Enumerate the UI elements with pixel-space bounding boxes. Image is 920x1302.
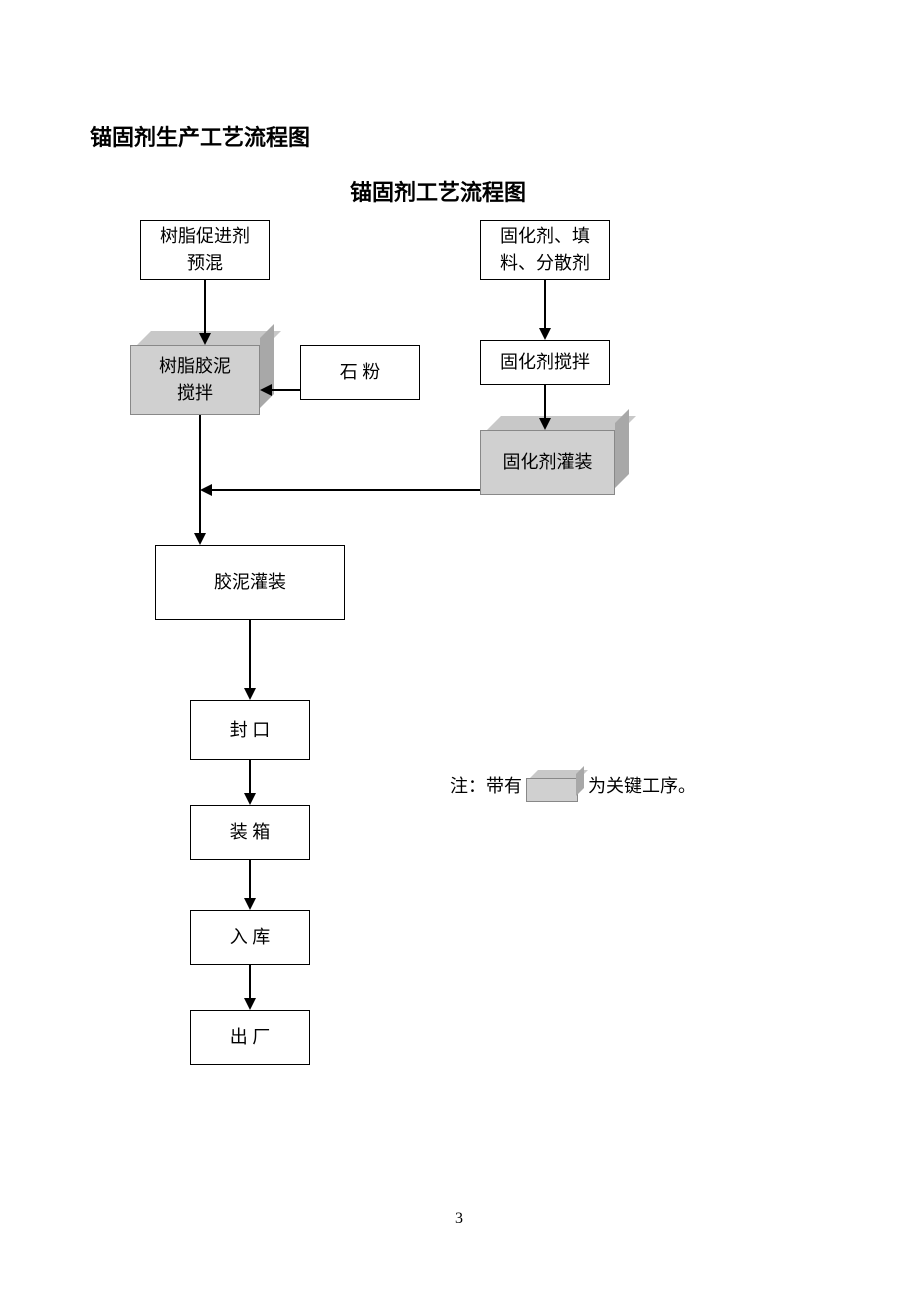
arrow-line: [249, 860, 251, 900]
arrow-head-down-icon: [244, 793, 256, 805]
page-subtitle: 锚固剂工艺流程图: [350, 175, 526, 207]
arrow-head-left-icon: [260, 384, 272, 396]
arrow-line: [270, 389, 300, 391]
arrow-line: [249, 620, 251, 690]
arrow-line: [544, 385, 546, 420]
arrow-head-down-icon: [194, 533, 206, 545]
arrow-head-down-icon: [199, 333, 211, 345]
flowchart-node-n8: 封 口: [190, 700, 310, 760]
arrow-head-down-icon: [539, 328, 551, 340]
flowchart-node-n4: 石 粉: [300, 345, 420, 400]
arrow-line: [249, 965, 251, 1000]
arrow-line: [544, 280, 546, 330]
arrow-line: [199, 415, 201, 535]
flowchart-node-n9: 装 箱: [190, 805, 310, 860]
arrow-head-down-icon: [244, 998, 256, 1010]
page-number: 3: [455, 1210, 463, 1228]
page-title: 锚固剂生产工艺流程图: [90, 120, 310, 152]
arrow-line: [249, 760, 251, 795]
arrow-head-down-icon: [244, 898, 256, 910]
flowchart-node-n5: 固化剂搅拌: [480, 340, 610, 385]
legend-prefix: 注：带有: [450, 772, 522, 798]
arrow-head-down-icon: [539, 418, 551, 430]
arrow-head-left-icon: [200, 484, 212, 496]
flowchart-node-n7: 胶泥灌装: [155, 545, 345, 620]
arrow-head-down-icon: [244, 688, 256, 700]
flowchart-node-n11: 出 厂: [190, 1010, 310, 1065]
legend-suffix: 为关键工序。: [588, 772, 696, 798]
flowchart-node-n1: 树脂促进剂预混: [140, 220, 270, 280]
flowchart-node-n2: 固化剂、填料、分散剂: [480, 220, 610, 280]
arrow-line: [204, 280, 206, 335]
legend-3d-box-icon: [526, 770, 584, 800]
legend: 注：带有 为关键工序。: [450, 770, 696, 800]
flowchart-node-3d-n6: 固化剂灌装: [480, 416, 629, 495]
arrow-line: [210, 489, 480, 491]
flowchart-node-n10: 入 库: [190, 910, 310, 965]
